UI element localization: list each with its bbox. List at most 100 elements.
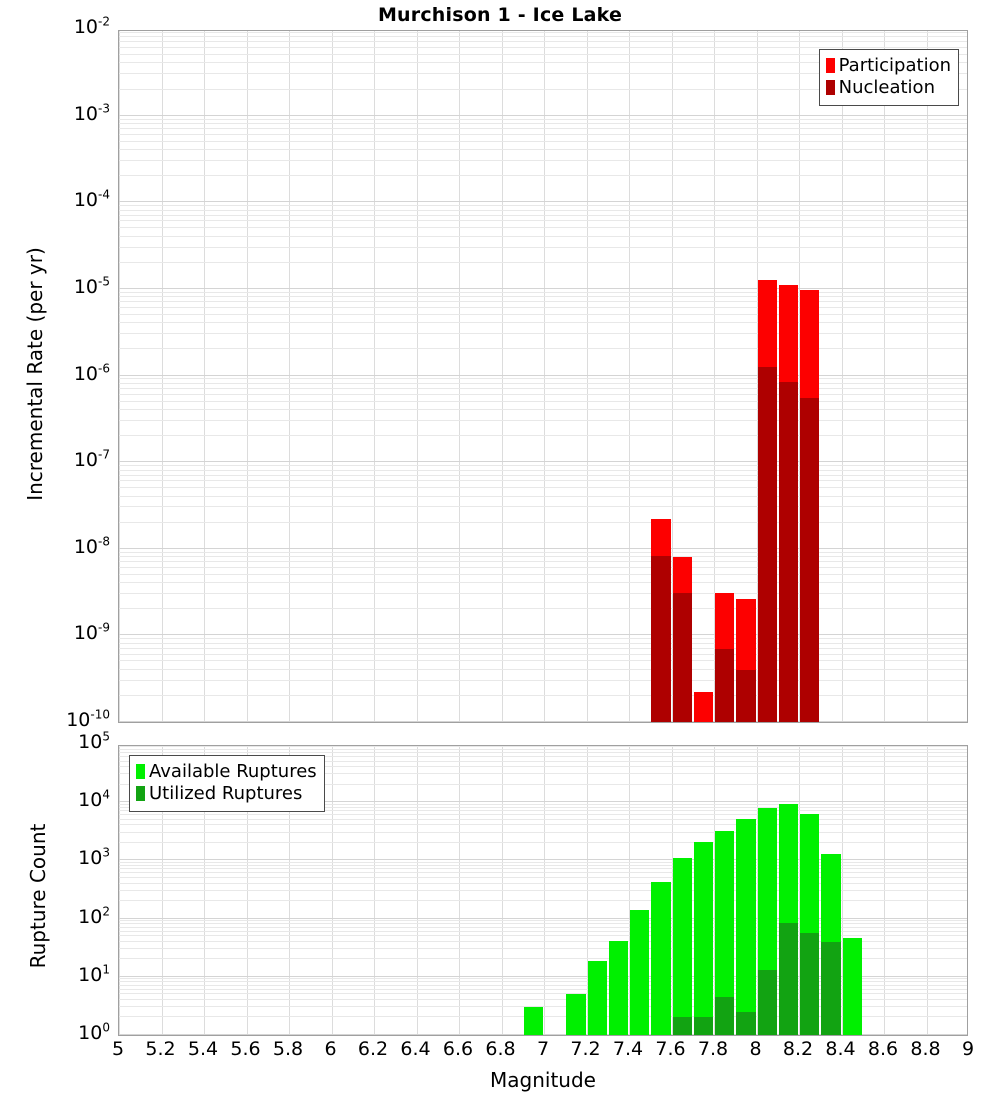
gridline-major (119, 975, 967, 977)
y-tick-label: 10-7 (73, 447, 110, 472)
x-tick-label: 8 (749, 1038, 762, 1060)
bar-nucleation (736, 669, 756, 722)
gridlines-bottom (119, 746, 967, 1035)
gridline-minor (119, 668, 967, 670)
gridline-minor (119, 123, 967, 125)
gridline-minor (119, 818, 967, 820)
gridline-minor (119, 313, 967, 315)
gridline-minor (119, 382, 967, 384)
gridline-minor (119, 400, 967, 402)
bars-bottom (119, 746, 967, 1035)
gridline-minor (119, 748, 967, 750)
x-tick-label: 8.4 (825, 1038, 856, 1060)
legend-item[interactable]: Utilized Ruptures (136, 783, 317, 805)
gridline-minor (119, 506, 967, 508)
gridline-minor (119, 930, 967, 932)
y-tick-label: 10-4 (73, 187, 110, 212)
bar-utilized-ruptures (715, 996, 735, 1035)
legend-item[interactable]: Available Ruptures (136, 761, 317, 783)
gridline-minor (119, 746, 967, 747)
gridline-minor (119, 480, 967, 482)
x-axis-title: Magnitude (490, 1068, 596, 1092)
gridline-minor (119, 227, 967, 229)
gridline-minor (119, 981, 967, 983)
gridline-minor (119, 865, 967, 867)
gridline-vertical (161, 31, 163, 722)
bar-utilized-ruptures (672, 1017, 692, 1035)
gridline-major (119, 859, 967, 861)
gridline-minor (119, 556, 967, 558)
gridline-minor (119, 653, 967, 655)
legend-swatch-icon (136, 786, 145, 802)
y-tick-label: 103 (78, 846, 110, 870)
gridline-minor (119, 935, 967, 937)
gridline-minor (119, 561, 967, 563)
gridline-minor (119, 810, 967, 812)
gridline-minor (119, 638, 967, 640)
bar-utilized-ruptures (800, 933, 820, 1035)
gridline-minor (119, 62, 967, 64)
gridline-minor (119, 566, 967, 568)
x-tick-label: 5.4 (187, 1038, 219, 1060)
gridline-vertical (204, 31, 205, 722)
gridline-minor (119, 760, 967, 762)
gridline-minor (119, 220, 967, 222)
gridline-minor (119, 1016, 967, 1018)
legend-label: Nucleation (838, 76, 935, 98)
y-tick-label: 10-3 (73, 101, 110, 125)
gridline-minor (119, 882, 967, 884)
gridline-minor (119, 766, 967, 768)
gridline-minor (119, 149, 967, 151)
gridline-minor (119, 806, 967, 808)
y-tick-label: 10-8 (73, 534, 110, 558)
x-tick-label: 8.6 (867, 1038, 899, 1060)
gridline-minor (119, 296, 967, 298)
gridline-minor (119, 435, 967, 437)
legend-item[interactable]: Participation (825, 55, 951, 77)
gridline-minor (119, 47, 967, 49)
gridline-vertical (629, 31, 630, 722)
y-axis-title-top: Incremental Rate (per yr) (23, 247, 47, 501)
page-title: Murchison 1 - Ice Lake (377, 4, 623, 26)
gridline-vertical (841, 31, 843, 722)
gridline-minor (119, 88, 967, 90)
gridline-minor (119, 205, 967, 207)
gridline-minor (119, 378, 967, 380)
bar-nucleation (757, 367, 777, 722)
gridline-vertical (799, 31, 800, 722)
gridline-minor (119, 487, 967, 489)
gridlines-top (119, 31, 967, 722)
legend-label: Participation (838, 55, 951, 76)
gridline-vertical (501, 31, 503, 722)
bar-available-ruptures (672, 858, 692, 1035)
gridline-major (119, 547, 967, 549)
x-tick-label: 5 (111, 1038, 125, 1060)
gridline-major (119, 634, 967, 636)
gridline-minor (119, 474, 967, 476)
x-tick-label: 6 (324, 1038, 337, 1060)
bar-available-ruptures (523, 1007, 543, 1035)
legend-incremental-rate[interactable]: Participation Nucleation (818, 49, 959, 106)
legend-item[interactable]: Nucleation (825, 76, 951, 99)
y-axis-title-bottom: Rupture Count (26, 823, 50, 969)
gridline-minor (119, 322, 967, 324)
x-tick-label: 8.8 (910, 1038, 941, 1060)
legend-label: Available Ruptures (149, 761, 317, 782)
gridline-minor (119, 831, 967, 833)
legend-rupture-count[interactable]: Available Ruptures Utilized Ruptures (129, 755, 325, 812)
gridline-minor (119, 814, 967, 816)
gridline-minor (119, 209, 967, 211)
gridline-minor (119, 872, 967, 874)
gridline-minor (119, 926, 967, 928)
gridline-major (119, 721, 967, 722)
bar-available-ruptures (736, 818, 756, 1035)
bar-available-ruptures (651, 882, 671, 1035)
incremental-rate-plot: Participation Nucleation (118, 30, 968, 723)
gridline-vertical (331, 31, 333, 722)
gridline-minor (119, 291, 967, 293)
gridline-minor (119, 214, 967, 216)
gridline-minor (119, 755, 967, 757)
gridline-major (119, 461, 967, 463)
bar-available-ruptures (693, 841, 713, 1035)
